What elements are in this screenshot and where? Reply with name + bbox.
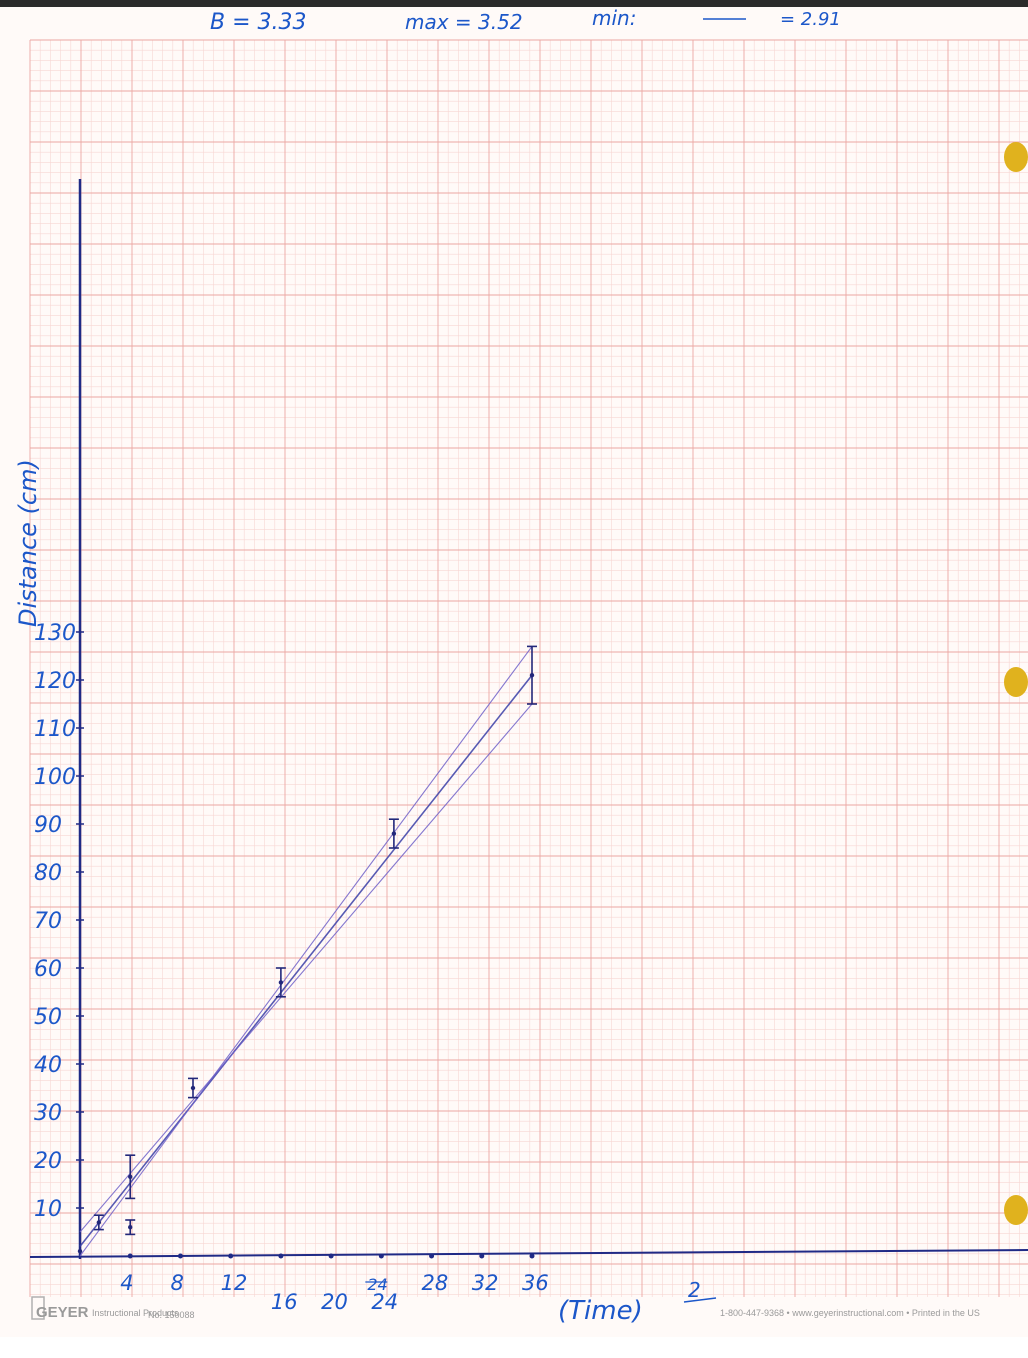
data-point xyxy=(278,980,284,985)
brand-logo-icon xyxy=(31,1296,45,1320)
x-tick-label: 16 xyxy=(271,1290,298,1314)
y-tick-label: 40 xyxy=(34,1053,62,1078)
header-b-label: B = 3.33 xyxy=(210,10,307,35)
x-axis-label-superscript: 2 xyxy=(688,1278,701,1302)
header-max-label: max = 3.52 xyxy=(405,10,523,34)
y-tick-label: 20 xyxy=(34,1149,62,1174)
data-point xyxy=(96,1220,102,1225)
y-axis-label: Distance (cm) xyxy=(14,459,42,627)
x-tick-label: 36 xyxy=(522,1271,549,1295)
data-point xyxy=(77,1249,83,1254)
footer-brand-sub: Instructional Products xyxy=(92,1308,179,1318)
footer-brand: GEYER xyxy=(36,1304,89,1321)
y-tick-label: 30 xyxy=(34,1101,62,1126)
data-point xyxy=(128,1225,133,1230)
y-tick-label: 90 xyxy=(34,813,62,838)
header-min-label: min: xyxy=(592,7,636,30)
x-tick-dot xyxy=(228,1253,234,1259)
y-tick-label: 10 xyxy=(34,1197,62,1222)
x-tick-label-crossed: 24 xyxy=(367,1275,387,1294)
y-tick-label: 60 xyxy=(34,957,62,982)
x-tick-label: 20 xyxy=(321,1290,348,1314)
x-tick-label: 28 xyxy=(422,1271,449,1295)
fit-line-min xyxy=(79,703,533,1233)
y-tick-label: 70 xyxy=(34,909,62,934)
y-tick-label: 100 xyxy=(34,765,76,790)
grid-minor xyxy=(30,40,1028,1297)
y-tick-label: 110 xyxy=(34,717,76,742)
fit-lines xyxy=(79,646,533,1257)
y-tick-label: 130 xyxy=(34,621,76,646)
x-tick-label: 24 xyxy=(371,1290,398,1314)
x-tick-dot xyxy=(278,1253,284,1259)
x-axis-label: (Time) xyxy=(558,1296,643,1326)
x-axis xyxy=(29,1249,1028,1258)
binder-hole xyxy=(1004,667,1028,697)
y-tick-labels: 10 20 30 40 50 60 70 80 90 100 110 120 130 xyxy=(34,621,84,1222)
x-tick-dot xyxy=(328,1253,334,1259)
y-tick-label: 50 xyxy=(34,1005,62,1030)
fit-line-max xyxy=(79,646,533,1257)
data-point xyxy=(128,1174,133,1180)
data-point xyxy=(391,831,397,836)
footer-contact: 1-800-447-9368 • www.geyerinstructional.… xyxy=(720,1308,980,1318)
y-tick-label: 80 xyxy=(34,861,62,886)
graph-paper: B = 3.33 max = 3.52 min: = 2.91 Distance… xyxy=(0,7,1028,1337)
x-tick-dot xyxy=(177,1253,183,1259)
x-tick-dot xyxy=(529,1253,535,1259)
fit-line-best xyxy=(79,674,533,1247)
y-tick-label: 120 xyxy=(34,669,76,694)
x-tick-dot xyxy=(429,1253,435,1259)
window-top-strip xyxy=(0,0,1028,7)
x-tick-dot xyxy=(378,1253,384,1259)
data-point xyxy=(190,1085,196,1091)
header-min-value: = 2.91 xyxy=(780,9,841,30)
x-tick-label: 4 xyxy=(120,1271,133,1295)
x-tick-dot xyxy=(479,1253,485,1259)
data-points xyxy=(77,645,537,1254)
binder-hole xyxy=(1004,142,1028,172)
x-tick-label: 32 xyxy=(472,1271,499,1295)
chart: B = 3.33 max = 3.52 min: = 2.91 Distance… xyxy=(14,7,1028,1326)
x-tick-label: 12 xyxy=(221,1271,248,1295)
footer-product-no: No. 150088 xyxy=(148,1310,195,1320)
binder-hole xyxy=(1004,1195,1028,1225)
x-tick-dot xyxy=(127,1253,133,1259)
superscript-underline xyxy=(683,1297,717,1303)
data-point xyxy=(529,673,535,678)
x-tick-label: 8 xyxy=(170,1271,183,1295)
grid-major xyxy=(29,39,1028,1297)
